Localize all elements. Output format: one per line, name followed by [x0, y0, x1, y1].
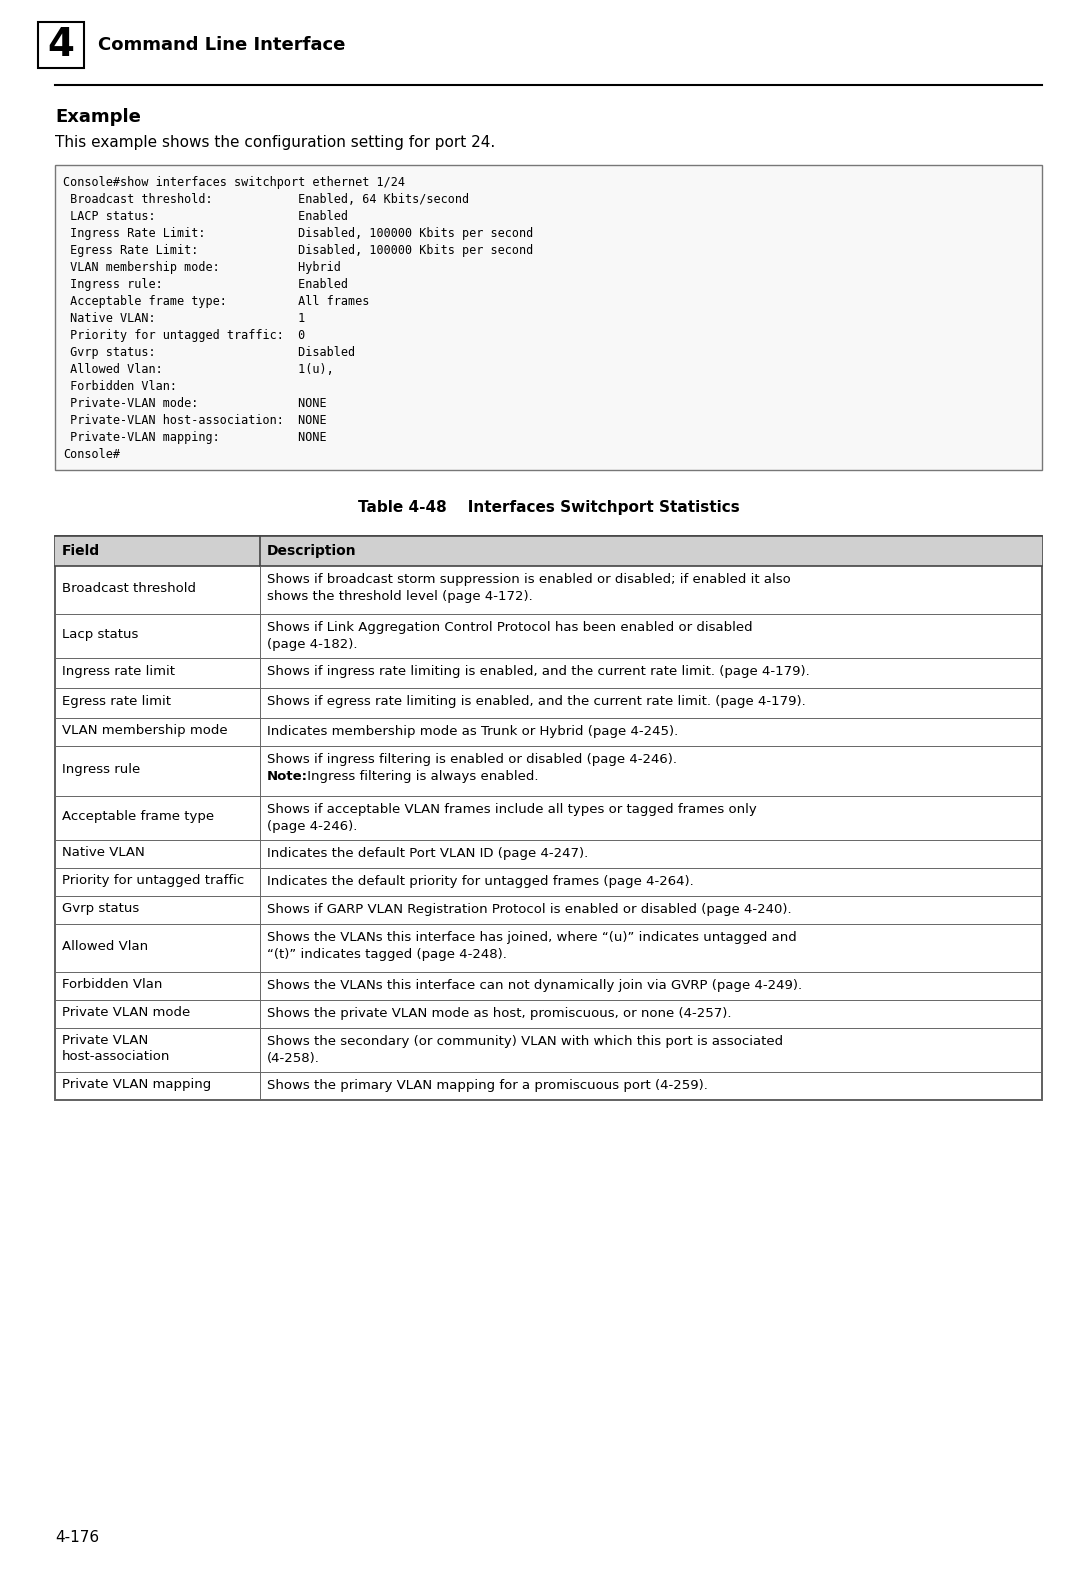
Text: Private-VLAN mode:              NONE: Private-VLAN mode: NONE [63, 397, 326, 410]
Text: Private-VLAN host-association:  NONE: Private-VLAN host-association: NONE [63, 413, 326, 427]
Text: Table 4-48    Interfaces Switchport Statistics: Table 4-48 Interfaces Switchport Statist… [357, 499, 740, 515]
Text: Gvrp status:                    Disabled: Gvrp status: Disabled [63, 345, 355, 358]
Text: Forbidden Vlan: Forbidden Vlan [62, 978, 162, 991]
Bar [55, 535, 1042, 567]
Text: Indicates the default priority for untagged frames (page 4-264).: Indicates the default priority for untag… [267, 874, 693, 889]
Text: Priority for untagged traffic: Priority for untagged traffic [62, 874, 244, 887]
Text: Egress rate limit: Egress rate limit [62, 696, 171, 708]
Text: Priority for untagged traffic:  0: Priority for untagged traffic: 0 [63, 328, 306, 342]
Text: Console#: Console# [63, 447, 120, 460]
Text: This example shows the configuration setting for port 24.: This example shows the configuration set… [55, 135, 496, 151]
Text: shows the threshold level (page 4-172).: shows the threshold level (page 4-172). [267, 590, 532, 603]
Text: Example: Example [55, 108, 140, 126]
Text: Shows if egress rate limiting is enabled, and the current rate limit. (page 4-17: Shows if egress rate limiting is enabled… [267, 696, 806, 708]
Text: host-association: host-association [62, 1050, 171, 1063]
Text: Ingress rate limit: Ingress rate limit [62, 666, 175, 678]
Text: Acceptable frame type: Acceptable frame type [62, 810, 214, 823]
Text: Shows if ingress filtering is enabled or disabled (page 4-246).: Shows if ingress filtering is enabled or… [267, 754, 677, 766]
Text: Native VLAN:                    1: Native VLAN: 1 [63, 311, 306, 325]
Text: Shows if ingress rate limiting is enabled, and the current rate limit. (page 4-1: Shows if ingress rate limiting is enable… [267, 666, 810, 678]
Text: Command Line Interface: Command Line Interface [98, 36, 346, 53]
Text: VLAN membership mode: VLAN membership mode [62, 724, 228, 736]
Text: Private VLAN: Private VLAN [62, 1035, 148, 1047]
Text: Indicates the default Port VLAN ID (page 4-247).: Indicates the default Port VLAN ID (page… [267, 846, 589, 860]
Bar [55, 165, 1042, 469]
Text: Ingress rule: Ingress rule [62, 763, 140, 776]
Text: Field: Field [62, 543, 100, 557]
Text: Broadcast threshold:            Enabled, 64 Kbits/second: Broadcast threshold: Enabled, 64 Kbits/s… [63, 193, 469, 206]
Text: (4-258).: (4-258). [267, 1052, 320, 1064]
Text: Forbidden Vlan:: Forbidden Vlan: [63, 380, 177, 392]
Text: Shows if GARP VLAN Registration Protocol is enabled or disabled (page 4-240).: Shows if GARP VLAN Registration Protocol… [267, 903, 792, 915]
Text: 4-176: 4-176 [55, 1531, 99, 1545]
Text: Shows the VLANs this interface can not dynamically join via GVRP (page 4-249).: Shows the VLANs this interface can not d… [267, 980, 802, 992]
Text: (page 4-182).: (page 4-182). [267, 637, 357, 652]
Text: Private VLAN mode: Private VLAN mode [62, 1006, 190, 1019]
Text: Shows the private VLAN mode as host, promiscuous, or none (4-257).: Shows the private VLAN mode as host, pro… [267, 1006, 731, 1020]
Text: Ingress Rate Limit:             Disabled, 100000 Kbits per second: Ingress Rate Limit: Disabled, 100000 Kbi… [63, 226, 534, 240]
Text: LACP status:                    Enabled: LACP status: Enabled [63, 209, 348, 223]
Text: Shows if acceptable VLAN frames include all types or tagged frames only: Shows if acceptable VLAN frames include … [267, 802, 757, 816]
Text: Shows if broadcast storm suppression is enabled or disabled; if enabled it also: Shows if broadcast storm suppression is … [267, 573, 791, 586]
Text: (page 4-246).: (page 4-246). [267, 820, 357, 834]
Text: “(t)” indicates tagged (page 4-248).: “(t)” indicates tagged (page 4-248). [267, 948, 507, 961]
Text: Broadcast threshold: Broadcast threshold [62, 582, 195, 595]
Text: Ingress filtering is always enabled.: Ingress filtering is always enabled. [303, 769, 539, 783]
Text: Description: Description [267, 543, 356, 557]
Text: Indicates membership mode as Trunk or Hybrid (page 4-245).: Indicates membership mode as Trunk or Hy… [267, 725, 678, 738]
Text: VLAN membership mode:           Hybrid: VLAN membership mode: Hybrid [63, 261, 341, 273]
Text: 4: 4 [48, 27, 75, 64]
Text: Private-VLAN mapping:           NONE: Private-VLAN mapping: NONE [63, 430, 326, 444]
Text: Note:: Note: [267, 769, 308, 783]
Text: Gvrp status: Gvrp status [62, 903, 139, 915]
Text: Lacp status: Lacp status [62, 628, 138, 641]
Text: Shows the VLANs this interface has joined, where “(u)” indicates untagged and: Shows the VLANs this interface has joine… [267, 931, 797, 944]
Text: Private VLAN mapping: Private VLAN mapping [62, 1079, 212, 1091]
Text: Shows the secondary (or community) VLAN with which this port is associated: Shows the secondary (or community) VLAN … [267, 1035, 783, 1049]
Text: Native VLAN: Native VLAN [62, 846, 145, 859]
Text: Acceptable frame type:          All frames: Acceptable frame type: All frames [63, 295, 369, 308]
Bar [38, 22, 84, 68]
Text: Egress Rate Limit:              Disabled, 100000 Kbits per second: Egress Rate Limit: Disabled, 100000 Kbit… [63, 243, 534, 256]
Text: Allowed Vlan:                   1(u),: Allowed Vlan: 1(u), [63, 363, 334, 375]
Bar [55, 535, 1042, 1101]
Text: Ingress rule:                   Enabled: Ingress rule: Enabled [63, 278, 348, 290]
Text: Shows the primary VLAN mapping for a promiscuous port (4-259).: Shows the primary VLAN mapping for a pro… [267, 1079, 707, 1093]
Text: Shows if Link Aggregation Control Protocol has been enabled or disabled: Shows if Link Aggregation Control Protoc… [267, 622, 753, 634]
Text: Console#show interfaces switchport ethernet 1/24: Console#show interfaces switchport ether… [63, 176, 405, 188]
Text: Allowed Vlan: Allowed Vlan [62, 940, 148, 953]
